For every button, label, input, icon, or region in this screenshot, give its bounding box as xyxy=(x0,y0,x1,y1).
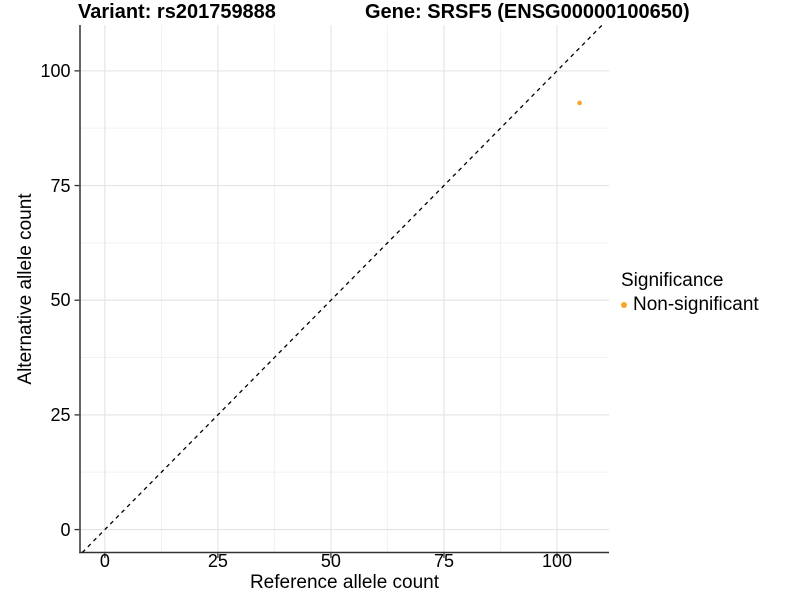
identity-line xyxy=(81,24,603,553)
x-axis-title: Reference allele count xyxy=(249,572,440,593)
x-tick-label: 75 xyxy=(433,551,454,571)
legend-item: Non-significant xyxy=(621,294,759,316)
variant-title: Variant: rs201759888 xyxy=(78,1,276,23)
x-tick-label: 25 xyxy=(207,551,228,571)
x-tick-label: 50 xyxy=(320,551,341,571)
legend: Significance Non-significant xyxy=(621,269,759,316)
y-tick-label: 50 xyxy=(50,290,71,311)
legend-title: Significance xyxy=(621,270,724,291)
gene-title: Gene: SRSF5 (ENSG00000100650) xyxy=(365,1,690,23)
y-axis-title: Alternative allele count xyxy=(15,193,36,385)
legend-dot-icon xyxy=(621,302,627,308)
y-tick-label: 0 xyxy=(60,519,71,540)
legend-item-label: Non-significant xyxy=(633,294,759,315)
y-tick-label: 100 xyxy=(40,60,71,81)
y-tick-label: 25 xyxy=(50,404,71,425)
y-tick-label: 75 xyxy=(50,175,71,196)
data-point xyxy=(577,100,582,106)
x-tick-label: 0 xyxy=(99,551,110,571)
x-tick-label: 100 xyxy=(541,551,573,571)
